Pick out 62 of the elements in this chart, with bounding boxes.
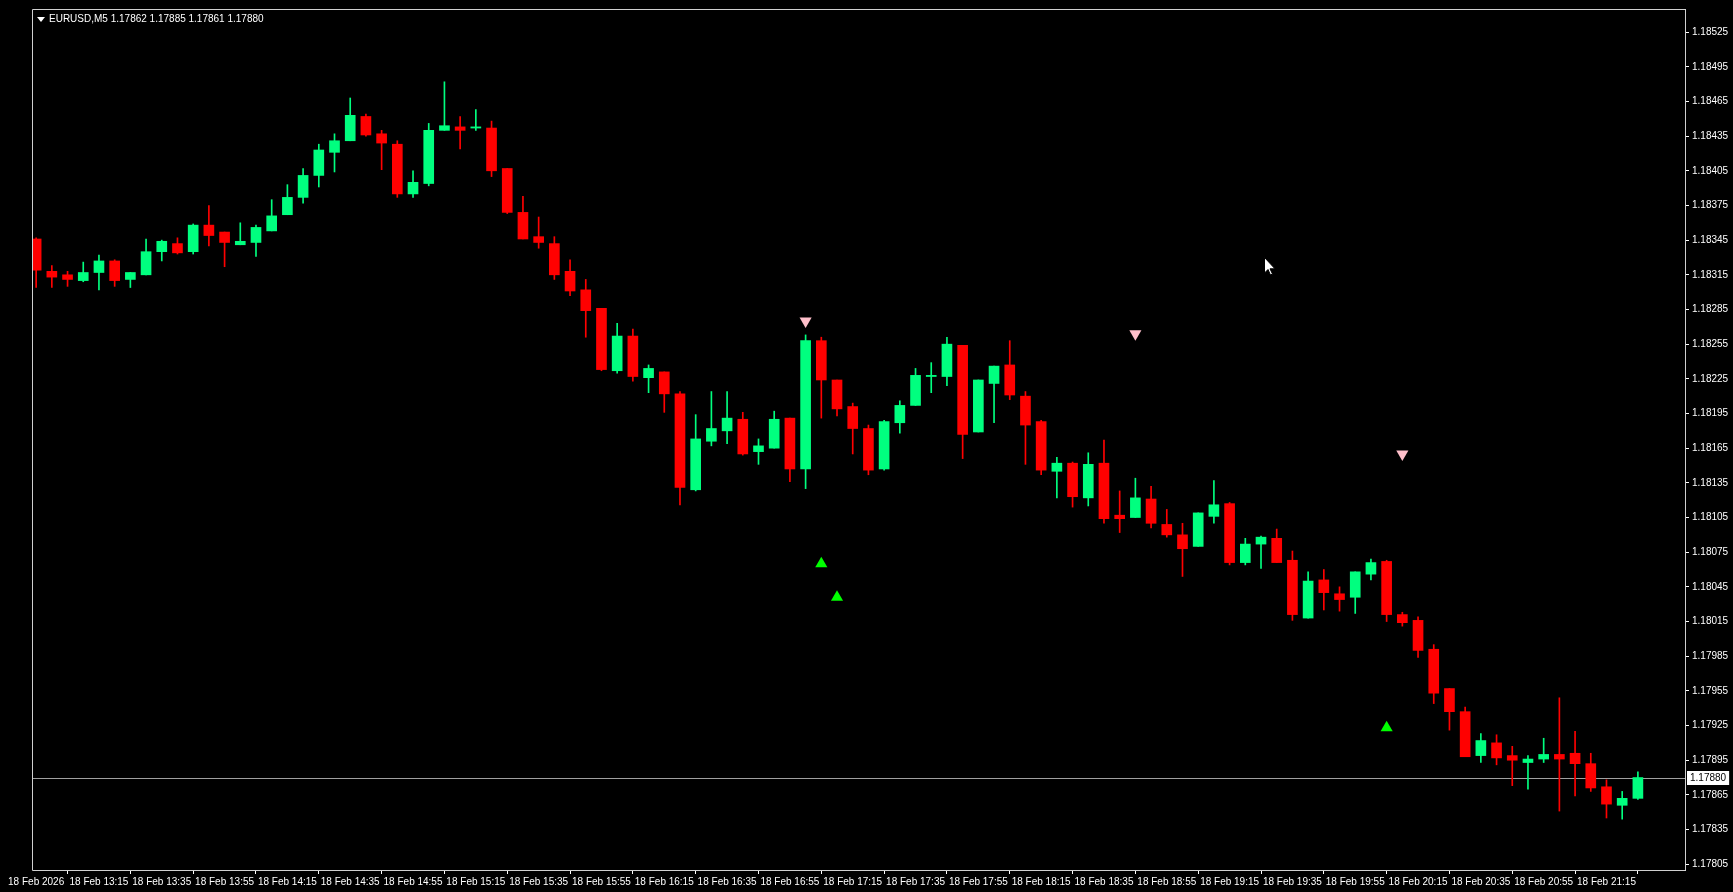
candlestick [454,116,466,150]
x-tick-label: 18 Feb 16:15 [634,875,695,887]
y-tick-label: 1.18255 [1692,337,1729,349]
y-tick-label: 1.17865 [1692,788,1729,800]
y-tick-label: 1.18015 [1692,615,1729,627]
x-tick-label: 18 Feb 19:55 [1325,875,1386,887]
y-tick-label: 1.18495 [1692,60,1729,72]
x-tick-label: 18 Feb 13:15 [69,875,129,887]
candlestick [1051,457,1063,499]
x-tick-label: 18 Feb 16:55 [760,875,820,887]
x-tick-label: 18 Feb 17:15 [823,875,883,887]
x-tick-label: 18 Feb 17:35 [886,875,946,887]
y-tick-label: 1.17925 [1692,719,1729,731]
x-tick-label: 18 Feb 18:15 [1011,875,1072,887]
x-tick-label: 18 Feb 19:35 [1262,875,1323,887]
y-tick-label: 1.18465 [1692,95,1729,107]
y-tick-label: 1.17895 [1692,753,1729,765]
x-tick-label: 18 Feb 16:35 [697,875,757,887]
y-tick-label: 1.18075 [1692,545,1729,557]
x-tick-label: 18 Feb 2026 [8,875,65,887]
candlestick [1522,755,1534,790]
y-tick-label: 1.18135 [1692,476,1729,488]
x-tick-label: 18 Feb 15:55 [572,875,632,887]
x-tick-label: 18 Feb 14:55 [383,875,443,887]
y-tick-label: 1.18375 [1692,199,1729,211]
y-tick-label: 1.18435 [1692,129,1729,141]
candlestick [234,222,246,246]
x-tick-label: 18 Feb 20:55 [1514,875,1574,887]
x-tick-label: 18 Feb 13:35 [132,875,192,887]
y-tick-label: 1.18045 [1692,580,1729,592]
ref-line-label: 1.17880 [1690,772,1727,784]
x-tick-label: 18 Feb 18:35 [1074,875,1134,887]
y-tick-label: 1.18315 [1692,268,1729,280]
x-tick-label: 18 Feb 13:55 [195,875,255,887]
y-tick-label: 1.18225 [1692,372,1729,384]
y-tick-label: 1.17805 [1692,857,1729,869]
y-tick-label: 1.17835 [1692,823,1729,835]
y-tick-label: 1.18165 [1692,441,1729,453]
x-tick-label: 18 Feb 20:35 [1451,875,1511,887]
x-tick-label: 18 Feb 17:55 [948,875,1009,887]
x-tick-label: 18 Feb 21:15 [1577,875,1637,887]
candlestick [1569,730,1581,797]
y-tick-label: 1.18105 [1692,511,1729,523]
candlestick [721,391,733,444]
chart-title: EURUSD,M5 1.17862 1.17885 1.17861 1.17880 [49,12,265,24]
y-tick-label: 1.18195 [1692,407,1729,419]
y-tick-label: 1.17985 [1692,649,1729,661]
x-tick-label: 18 Feb 14:35 [320,875,381,887]
x-tick-label: 18 Feb 15:35 [509,875,569,887]
y-tick-label: 1.18525 [1692,25,1729,37]
y-tick-label: 1.17955 [1692,684,1729,696]
y-tick-label: 1.18285 [1692,303,1729,315]
candlestick [1506,746,1518,786]
x-tick-label: 18 Feb 15:15 [446,875,506,887]
x-tick-label: 18 Feb 20:15 [1388,875,1448,887]
x-tick-label: 18 Feb 18:55 [1137,875,1197,887]
candlestick [925,362,937,394]
x-tick-label: 18 Feb 14:15 [257,875,318,887]
candlestick [1114,490,1126,533]
y-tick-label: 1.18345 [1692,233,1729,245]
y-tick-label: 1.18405 [1692,164,1729,176]
x-tick-label: 18 Feb 19:15 [1200,875,1260,887]
